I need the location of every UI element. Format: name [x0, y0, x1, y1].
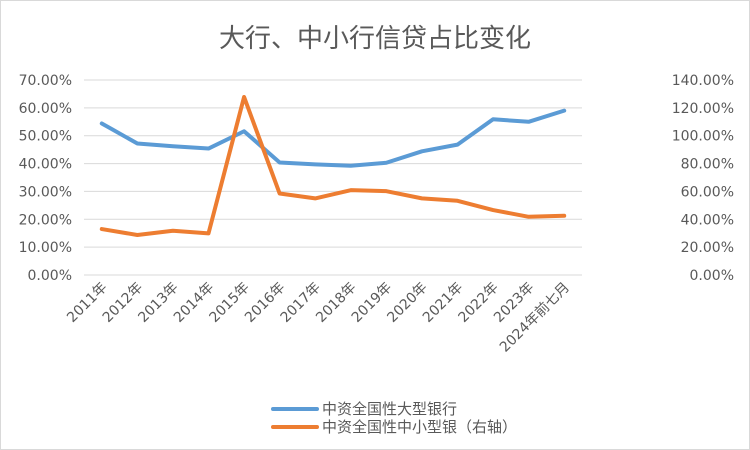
y-left-tick-label: 70.00% — [19, 73, 72, 89]
y-left-tick-label: 40.00% — [19, 157, 72, 173]
y-left-tick-label: 10.00% — [19, 240, 72, 256]
y-left-tick-label: 20.00% — [19, 212, 72, 228]
y-right-tick-label: 40.00% — [681, 212, 734, 228]
y-left-tick-label: 30.00% — [19, 184, 72, 200]
series-line-1 — [99, 108, 567, 168]
y-left-tick-label: 60.00% — [19, 101, 72, 117]
chart-title: 大行、中小行信贷占比变化 — [219, 24, 531, 54]
y-right-tick-label: 120.00% — [672, 101, 734, 117]
legend-label: 中资全国性中小型银（右轴） — [322, 418, 517, 436]
y-right-tick-label: 140.00% — [672, 73, 734, 89]
legend-label: 中资全国性大型银行 — [322, 400, 457, 418]
y-right-tick-label: 80.00% — [681, 157, 734, 173]
y-right-tick-label: 60.00% — [681, 184, 734, 200]
y-right-tick-label: 100.00% — [672, 129, 734, 145]
y-right-tick-label: 0.00% — [690, 268, 734, 284]
series-line-2 — [99, 94, 567, 238]
y-left-tick-label: 0.00% — [28, 268, 72, 284]
y-right-tick-label: 20.00% — [681, 240, 734, 256]
y-left-tick-label: 50.00% — [19, 129, 72, 145]
